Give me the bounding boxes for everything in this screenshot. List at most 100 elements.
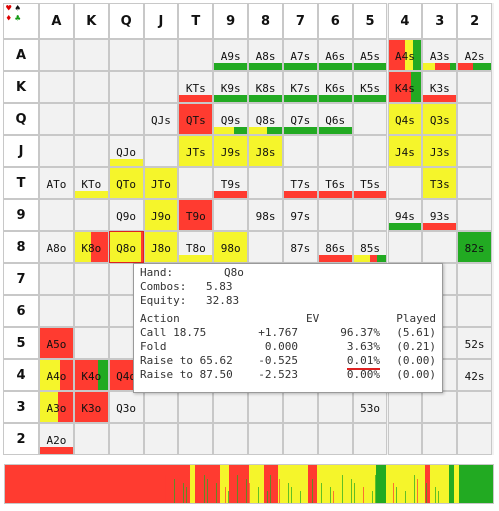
hand-cell-K4s[interactable]: K4s [387,71,423,103]
hand-cell-KTo[interactable]: KTo [73,167,109,199]
hand-cell-AJs[interactable] [143,39,179,71]
hand-cell-92s[interactable] [457,199,493,231]
hand-cell-98s[interactable]: 98s [248,199,283,231]
hand-cell-A6o[interactable] [39,295,74,327]
hand-cell-T2o[interactable] [178,423,214,455]
hand-cell-94s[interactable]: 94s [387,199,423,231]
hand-cell-63o[interactable] [317,391,353,423]
hand-cell-T7s[interactable]: T7s [282,167,318,199]
hand-cell-JJ[interactable] [143,135,179,167]
hand-cell-A8o[interactable]: A8o [39,231,74,263]
hand-cell-J8s[interactable]: J8s [248,135,283,167]
hand-cell-T6s[interactable]: T6s [317,167,353,199]
hand-cell-73o[interactable] [282,391,318,423]
hand-cell-A2s[interactable]: A2s [457,39,493,71]
hand-cell-92o[interactable] [213,423,249,455]
hand-cell-QJs[interactable]: QJs [143,103,179,135]
hand-cell-J9o[interactable]: J9o [143,199,179,231]
hand-cell-ATo[interactable]: ATo [39,167,74,199]
hand-cell-TT[interactable] [178,167,214,199]
hand-cell-Q9s[interactable]: Q9s [213,103,249,135]
hand-cell-82s[interactable]: 82s [457,231,493,263]
hand-cell-Q8o[interactable]: Q8o [108,231,144,263]
hand-cell-A7s[interactable]: A7s [282,39,318,71]
hand-cell-43o[interactable] [387,391,423,423]
hand-cell-AQs[interactable] [108,39,144,71]
hand-cell-82o[interactable] [248,423,283,455]
hand-cell-83s[interactable] [422,231,458,263]
hand-cell-T2s[interactable] [457,167,493,199]
hand-cell-AA[interactable] [39,39,74,71]
hand-cell-Q3s[interactable]: Q3s [422,103,458,135]
hand-cell-K6s[interactable]: K6s [317,71,353,103]
hand-cell-A9s[interactable]: A9s [213,39,249,71]
hand-cell-T3s[interactable]: T3s [422,167,458,199]
hand-cell-QTs[interactable]: QTs [178,103,214,135]
hand-cell-33[interactable] [422,391,458,423]
hand-cell-A4s[interactable]: A4s [387,39,423,71]
hand-cell-62s[interactable] [457,295,493,327]
hand-cell-Q6s[interactable]: Q6s [317,103,353,135]
hand-cell-K8s[interactable]: K8s [248,71,283,103]
hand-cell-88[interactable] [248,231,283,263]
hand-cell-KQo[interactable] [73,103,109,135]
hand-cell-A3s[interactable]: A3s [422,39,458,71]
hand-cell-K9s[interactable]: K9s [213,71,249,103]
hand-cell-K5s[interactable]: K5s [352,71,388,103]
hand-cell-A4o[interactable]: A4o [39,359,74,391]
hand-cell-A8s[interactable]: A8s [248,39,283,71]
hand-cell-97s[interactable]: 97s [282,199,318,231]
hand-cell-72o[interactable] [282,423,318,455]
hand-cell-T4s[interactable] [387,167,423,199]
hand-cell-K3s[interactable]: K3s [422,71,458,103]
hand-cell-32s[interactable] [457,391,493,423]
hand-cell-QQ[interactable] [108,103,144,135]
hand-cell-K6o[interactable] [73,295,109,327]
hand-cell-Q8s[interactable]: Q8s [248,103,283,135]
hand-cell-KK[interactable] [73,71,109,103]
hand-cell-KTs[interactable]: KTs [178,71,214,103]
hand-cell-J3o[interactable] [143,391,179,423]
hand-cell-J6s[interactable] [317,135,353,167]
hand-cell-95s[interactable] [352,199,388,231]
hand-cell-93o[interactable] [213,391,249,423]
hand-cell-ATs[interactable] [178,39,214,71]
hand-cell-JTs[interactable]: JTs [178,135,214,167]
hand-cell-K8o[interactable]: K8o [73,231,109,263]
hand-cell-93s[interactable]: 93s [422,199,458,231]
hand-cell-K2o[interactable] [73,423,109,455]
hand-cell-A5o[interactable]: A5o [39,327,74,359]
hand-cell-J9s[interactable]: J9s [213,135,249,167]
hand-cell-KJo[interactable] [73,135,109,167]
hand-cell-K2s[interactable] [457,71,493,103]
hand-cell-Q2o[interactable] [108,423,144,455]
hand-cell-J8o[interactable]: J8o [143,231,179,263]
hand-cell-T9s[interactable]: T9s [213,167,249,199]
hand-cell-K4o[interactable]: K4o [73,359,109,391]
hand-cell-42o[interactable] [387,423,423,455]
hand-cell-K7o[interactable] [73,263,109,295]
hand-cell-J7s[interactable] [282,135,318,167]
hand-cell-AKo[interactable] [39,71,74,103]
hand-cell-T3o[interactable] [178,391,214,423]
hand-cell-87s[interactable]: 87s [282,231,318,263]
hand-cell-98o[interactable]: 98o [213,231,249,263]
hand-cell-Q2s[interactable] [457,103,493,135]
hand-cell-KJs[interactable] [143,71,179,103]
hand-cell-T8s[interactable] [248,167,283,199]
hand-cell-AKs[interactable] [73,39,109,71]
hand-cell-JTo[interactable]: JTo [143,167,179,199]
hand-cell-K5o[interactable] [73,327,109,359]
hand-cell-T5s[interactable]: T5s [352,167,388,199]
hand-cell-Q4s[interactable]: Q4s [387,103,423,135]
hand-cell-AQo[interactable] [39,103,74,135]
hand-cell-85s[interactable]: 85s [352,231,388,263]
hand-cell-A7o[interactable] [39,263,74,295]
hand-cell-J5s[interactable] [352,135,388,167]
hand-cell-32o[interactable] [422,423,458,455]
hand-cell-J3s[interactable]: J3s [422,135,458,167]
hand-cell-62o[interactable] [317,423,353,455]
hand-cell-22[interactable] [457,423,493,455]
hand-cell-QTo[interactable]: QTo [108,167,144,199]
hand-cell-53o[interactable]: 53o [352,391,388,423]
